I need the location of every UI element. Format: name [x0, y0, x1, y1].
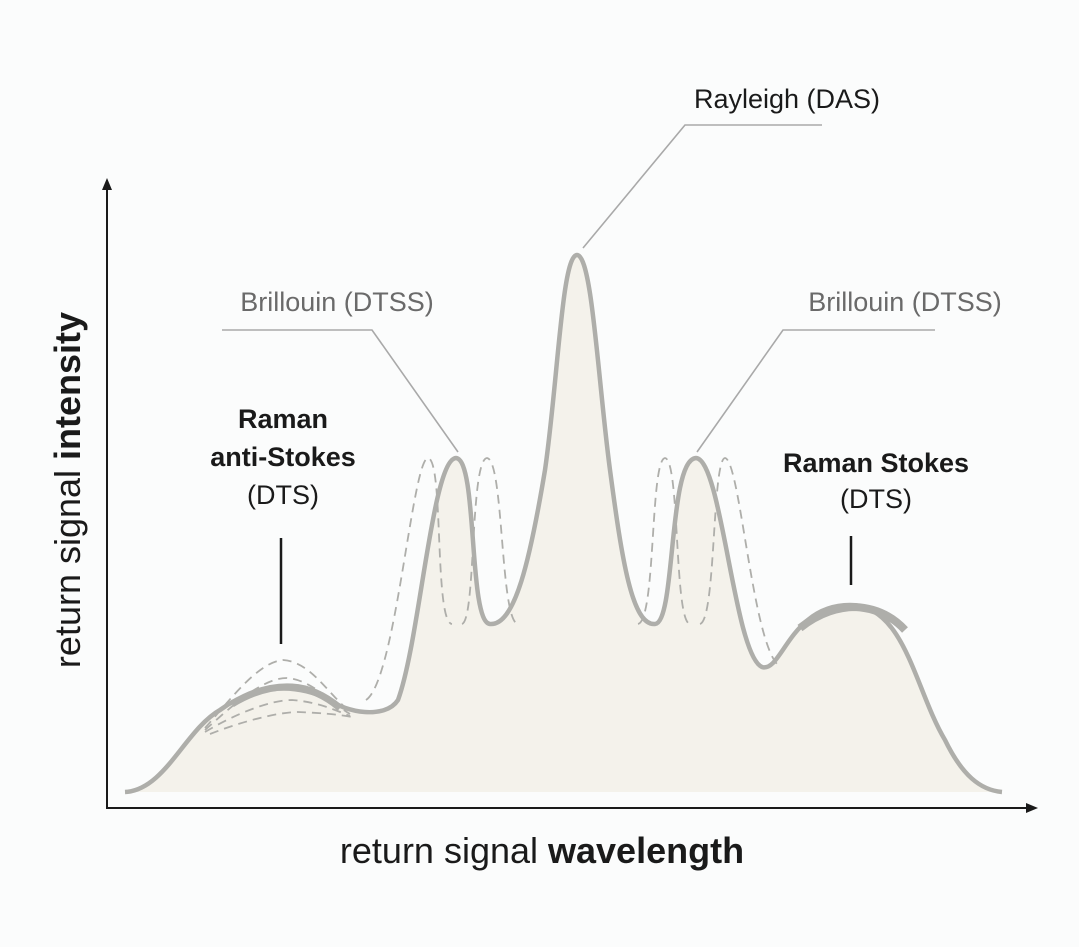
leader-lines: [222, 124, 935, 453]
raman-anti-stokes-label-3: (DTS): [247, 480, 319, 510]
y-axis-label-bold: intensity: [47, 312, 88, 460]
brillouin-right-label: Brillouin (DTSS): [808, 287, 1002, 317]
axes: [106, 188, 1030, 809]
y-axis-arrowhead: [102, 178, 112, 190]
raman-anti-stokes-label-1: Raman: [238, 404, 328, 434]
x-axis-label-bold: wavelength: [547, 830, 744, 871]
brillouin-left-leader: [222, 329, 459, 453]
rayleigh-leader: [582, 124, 822, 249]
raman-anti-stokes-band: [230, 683, 343, 711]
axis-lines: [106, 188, 1030, 809]
spectrum-curve: [124, 252, 1003, 795]
shifted-peaks-dashed: [204, 457, 779, 735]
rayleigh-label: Rayleigh (DAS): [694, 84, 880, 114]
x-axis-label: return signal wavelength: [340, 830, 744, 871]
x-axis-label-normal: return signal: [340, 830, 548, 871]
y-axis-label-normal: return signal: [47, 460, 88, 668]
raman-stokes-band: [797, 602, 908, 633]
brillouin-right-leader: [696, 329, 935, 453]
brillouin-left-label: Brillouin (DTSS): [240, 287, 434, 317]
y-axis-label: return signal intensity: [47, 312, 88, 668]
raman-stokes-label-2: (DTS): [840, 484, 912, 514]
spectrum-fill: [125, 255, 1002, 792]
raman-anti-stokes-label-2: anti-Stokes: [210, 442, 356, 472]
x-axis-arrowhead: [1026, 803, 1038, 813]
raman-stokes-label-1: Raman Stokes: [783, 448, 969, 478]
